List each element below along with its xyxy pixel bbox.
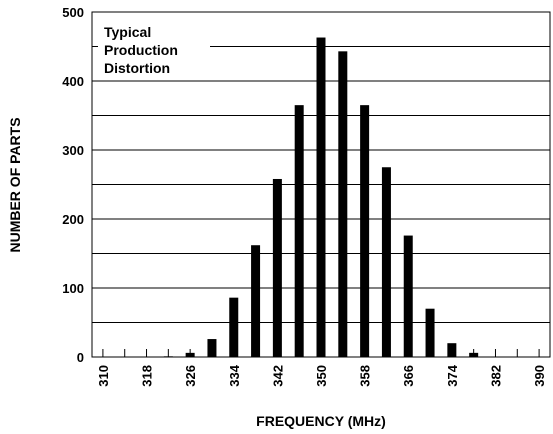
x-tick-label-374: 374	[445, 364, 460, 386]
bars	[163, 37, 479, 358]
bar-346	[294, 105, 304, 358]
bar-354	[338, 51, 348, 358]
y-tick-labels: 0 100 200 300 400 500	[62, 5, 84, 365]
y-tick-label-400: 400	[62, 74, 84, 89]
annotation-line-2: Production	[104, 42, 178, 58]
x-tick-label-358: 358	[358, 365, 373, 387]
x-tick-label-390: 390	[532, 365, 547, 387]
bar-378	[469, 352, 479, 357]
y-tick-label-100: 100	[62, 281, 84, 296]
x-tick-label-342: 342	[270, 365, 285, 387]
y-tick-label-300: 300	[62, 143, 84, 158]
bar-334	[229, 297, 239, 357]
bar-350	[316, 37, 326, 357]
y-tick-label-0: 0	[77, 350, 84, 365]
x-tick-label-350: 350	[314, 365, 329, 387]
bar-330	[207, 339, 217, 357]
bar-374	[447, 343, 457, 357]
x-tick-labels: 310 318 326 334 342 350 358 366 374 382 390	[96, 364, 547, 386]
x-axis-label: FREQUENCY (MHz)	[256, 413, 386, 429]
bar-370	[425, 308, 435, 357]
y-tick-label-200: 200	[62, 212, 84, 227]
plot-frame	[91, 11, 551, 358]
bar-326	[185, 352, 195, 357]
annotation-line-3: Distortion	[104, 60, 170, 76]
y-axis-label: NUMBER OF PARTS	[7, 117, 23, 252]
bar-358	[360, 105, 370, 358]
x-tick-label-310: 310	[96, 365, 111, 387]
x-tick-label-366: 366	[401, 365, 416, 387]
bar-362	[381, 167, 391, 357]
annotation-background	[98, 18, 210, 80]
bar-338	[251, 245, 261, 357]
bar-342	[272, 178, 282, 357]
y-tick-label-500: 500	[62, 5, 84, 20]
bar-366	[403, 235, 413, 357]
x-tick-label-382: 382	[488, 365, 503, 387]
annotation-line-1: Typical	[104, 24, 151, 40]
x-tick-label-326: 326	[183, 365, 198, 387]
x-tick-label-318: 318	[140, 365, 155, 387]
x-tick-label-334: 334	[227, 364, 242, 386]
